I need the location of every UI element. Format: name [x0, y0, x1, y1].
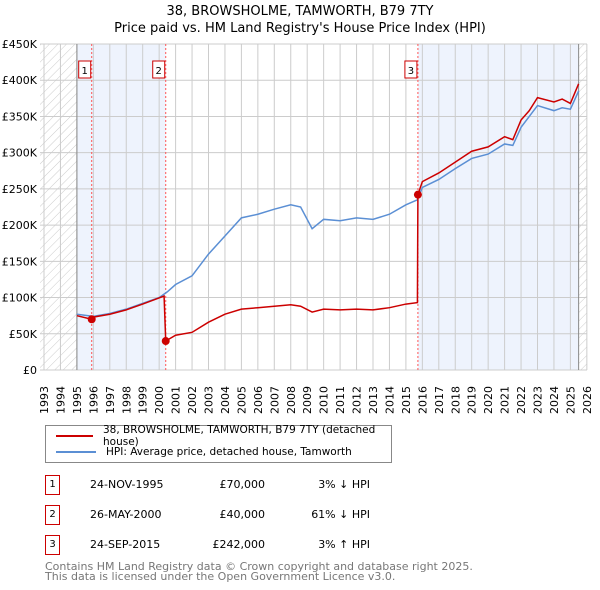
- x-tick-label: 2011: [334, 386, 347, 414]
- x-tick-label: 2006: [252, 386, 265, 414]
- sale-marker-number: 1: [82, 66, 88, 77]
- x-tick-label: 2026: [581, 386, 594, 414]
- x-tick-label: 2013: [367, 386, 380, 414]
- sale-price: £70,000: [219, 478, 266, 491]
- x-tick-label: 2025: [564, 386, 577, 414]
- legend-hpi: HPI: Average price, detached house, Tamw…: [106, 446, 352, 458]
- x-tick-label: 2021: [499, 386, 512, 414]
- x-tick-label: 2019: [466, 386, 479, 414]
- sale-marker-number: 3: [408, 66, 414, 77]
- x-tick-label: 1996: [87, 386, 100, 414]
- x-tick-label: 2003: [203, 386, 216, 414]
- x-tick-label: 2002: [186, 386, 199, 414]
- y-tick-label: £200K: [2, 219, 38, 232]
- sale-number: 1: [45, 475, 60, 495]
- x-tick-label: 2000: [153, 386, 166, 414]
- x-tick-label: 1999: [137, 386, 150, 414]
- y-tick-label: £250K: [2, 183, 38, 196]
- x-tick-label: 1993: [38, 386, 51, 414]
- legend-property: 38, BROWSHOLME, TAMWORTH, B79 7TY (detac…: [103, 424, 376, 448]
- chart-title: 38, BROWSHOLME, TAMWORTH, B79 7TY: [166, 4, 434, 19]
- shade-band: [417, 44, 579, 370]
- hatch-before: [40, 44, 77, 370]
- sale-hpi-diff: 3% ↓ HPI: [318, 478, 370, 491]
- y-tick-label: £150K: [2, 255, 38, 268]
- sale-number: 2: [45, 505, 60, 525]
- legend-red-line: [56, 435, 93, 437]
- plot-area: 1993 1994 1995 1996 1997 1998 1999 2000 2001 2002…: [2, 38, 594, 414]
- price-paid-line: [76, 83, 580, 343]
- sale-price: £40,000: [219, 508, 266, 521]
- x-tick-label: 2024: [548, 386, 561, 414]
- x-tick-label: 2018: [449, 386, 462, 414]
- x-tick-label: 1995: [71, 386, 84, 414]
- x-tick-label: 2010: [318, 386, 331, 414]
- x-tick-label: 1998: [120, 386, 133, 414]
- x-tick-label: 2020: [482, 386, 495, 414]
- x-tick-label: 2007: [268, 386, 281, 414]
- sale-row: 2 26-MAY-2000 £40,000 61% ↓ HPI: [45, 505, 370, 525]
- x-tick-label: 1997: [104, 386, 117, 414]
- x-tick-label: 1994: [54, 386, 67, 414]
- y-tick-label: £450K: [2, 38, 38, 51]
- sale-marker-number: 2: [156, 66, 162, 77]
- legend: 38, BROWSHOLME, TAMWORTH, B79 7TY (detac…: [45, 424, 392, 463]
- sale-marker-box: [404, 60, 418, 79]
- sale-hpi-diff: 3% ↑ HPI: [318, 538, 370, 551]
- x-tick-label: 2023: [532, 386, 545, 414]
- footer-licence: This data is licensed under the Open Gov…: [45, 570, 396, 583]
- sale-point: [413, 190, 422, 199]
- x-tick-label: 2012: [351, 386, 364, 414]
- hpi-line: [76, 90, 580, 318]
- sale-marker-box: [78, 60, 92, 79]
- x-tick-label: 2005: [235, 386, 248, 414]
- legend-blue-line: [56, 451, 96, 453]
- sale-date: 24-SEP-2015: [90, 538, 161, 551]
- sale-row: 1 24-NOV-1995 £70,000 3% ↓ HPI: [45, 475, 370, 495]
- sale-marker-box: [152, 60, 166, 79]
- y-tick-label: £0: [23, 364, 37, 377]
- footer-copyright: Contains HM Land Registry data © Crown c…: [45, 560, 473, 573]
- x-tick-label: 2001: [170, 386, 183, 414]
- hatch-after: [578, 44, 587, 370]
- x-tick-label: 2004: [219, 386, 232, 414]
- x-tick-label: 2008: [285, 386, 298, 414]
- sale-hpi-diff: 61% ↓ HPI: [311, 508, 370, 521]
- y-tick-label: £350K: [2, 110, 38, 123]
- x-tick-label: 2016: [416, 386, 429, 414]
- y-tick-label: £100K: [2, 292, 38, 305]
- sale-row: 3 24-SEP-2015 £242,000 3% ↑ HPI: [45, 535, 370, 555]
- y-tick-label: £300K: [2, 147, 38, 160]
- x-tick-label: 2015: [400, 386, 413, 414]
- chart-subtitle: Price paid vs. HM Land Registry's House …: [114, 21, 486, 36]
- y-tick-label: £50K: [9, 328, 38, 341]
- x-tick-label: 2017: [433, 386, 446, 414]
- sale-date: 26-MAY-2000: [90, 508, 162, 521]
- sale-price: £242,000: [212, 538, 266, 551]
- y-tick-label: £400K: [2, 74, 38, 87]
- x-tick-label: 2022: [515, 386, 528, 414]
- sale-point: [161, 337, 170, 346]
- x-tick-label: 2009: [301, 386, 314, 414]
- sale-number: 3: [45, 535, 60, 555]
- x-tick-label: 2014: [383, 386, 396, 414]
- sale-date: 24-NOV-1995: [90, 478, 164, 491]
- sale-point: [87, 315, 96, 324]
